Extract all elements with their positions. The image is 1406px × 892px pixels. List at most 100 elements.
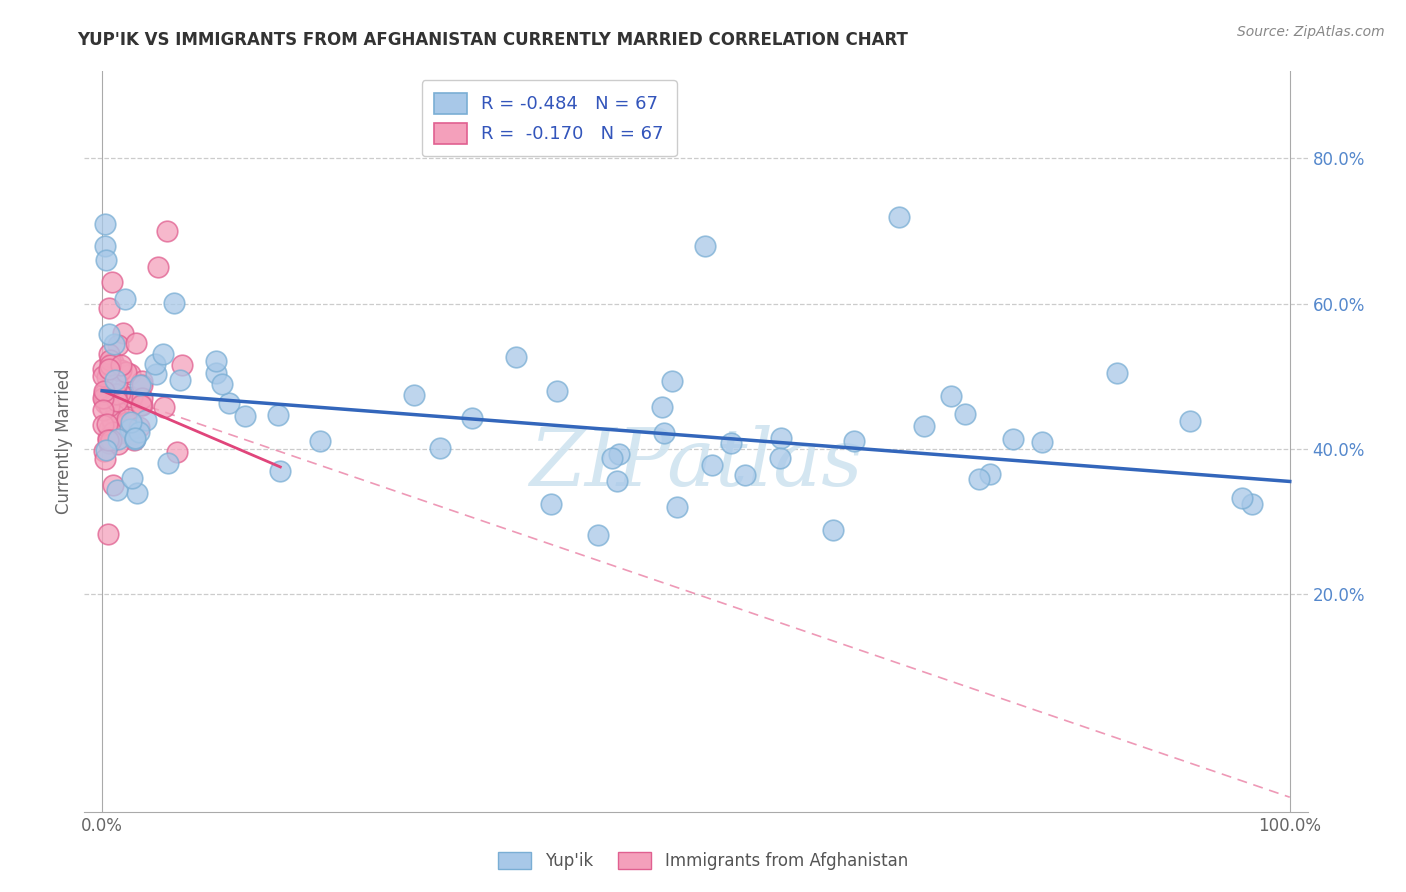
Point (152, 400, 174, 414)
Point (114, 292, 136, 306)
Point (96, 396, 118, 410)
Point (117, 390, 139, 404)
Point (94, 384, 117, 399)
Point (734, 468, 756, 483)
Point (170, 358, 193, 372)
Point (107, 403, 129, 417)
Point (100, 353, 122, 368)
Point (118, 367, 141, 381)
Point (205, 366, 228, 380)
Point (606, 474, 628, 488)
Point (1031, 435, 1053, 450)
Point (128, 425, 150, 440)
Point (308, 434, 330, 448)
Point (108, 364, 131, 378)
Point (145, 368, 167, 382)
Point (402, 388, 425, 402)
Point (429, 441, 451, 455)
Point (129, 378, 152, 392)
Point (131, 391, 153, 405)
Point (98, 359, 121, 373)
Point (105, 394, 128, 409)
Point (121, 426, 143, 441)
Point (233, 409, 256, 424)
Point (163, 295, 186, 310)
Point (111, 326, 134, 341)
Point (107, 388, 129, 402)
Text: ZIPatlas: ZIPatlas (529, 425, 863, 502)
Point (104, 373, 127, 387)
Point (91, 392, 114, 406)
Point (769, 450, 792, 465)
Point (131, 398, 153, 412)
Point (720, 436, 742, 450)
Point (98, 347, 121, 361)
Point (143, 357, 166, 371)
Point (94, 451, 117, 466)
Text: YUP'IK VS IMMIGRANTS FROM AFGHANISTAN CURRENTLY MARRIED CORRELATION CHART: YUP'IK VS IMMIGRANTS FROM AFGHANISTAN CU… (77, 31, 908, 49)
Point (546, 384, 568, 398)
Legend: R = -0.484   N = 67, R =  -0.170   N = 67: R = -0.484 N = 67, R = -0.170 N = 67 (422, 80, 676, 156)
Point (127, 486, 149, 500)
Point (156, 224, 179, 238)
Point (98, 301, 121, 315)
Point (122, 417, 145, 432)
Point (131, 374, 153, 388)
Point (118, 422, 141, 436)
Legend: Yup'ik, Immigrants from Afghanistan: Yup'ik, Immigrants from Afghanistan (492, 845, 914, 877)
Point (128, 420, 150, 434)
Point (131, 398, 153, 412)
Point (97, 326, 120, 341)
Point (939, 389, 962, 403)
Point (94, 396, 117, 410)
Point (110, 358, 132, 372)
Point (105, 483, 128, 497)
Point (120, 415, 142, 429)
Point (661, 374, 683, 388)
Point (101, 425, 124, 439)
Point (461, 410, 484, 425)
Point (586, 528, 609, 542)
Point (269, 465, 291, 479)
Point (93, 384, 115, 398)
Point (105, 387, 128, 401)
Point (770, 431, 793, 445)
Point (211, 377, 233, 392)
Point (101, 275, 124, 289)
Point (98, 361, 121, 376)
Point (97, 526, 120, 541)
Point (98, 436, 121, 450)
Point (91, 417, 114, 432)
Point (94, 238, 117, 252)
Point (700, 458, 723, 473)
Point (107, 437, 129, 451)
Point (97, 399, 120, 413)
Point (103, 355, 125, 369)
Point (114, 365, 136, 379)
Point (93, 392, 115, 406)
Point (107, 338, 129, 352)
Point (1002, 432, 1025, 446)
Point (96, 431, 118, 445)
Point (912, 419, 935, 434)
Point (91, 368, 114, 383)
Point (651, 400, 673, 414)
Point (124, 433, 146, 447)
Point (124, 335, 146, 350)
Point (1230, 491, 1253, 505)
Point (1178, 414, 1201, 428)
Point (115, 412, 138, 426)
Point (267, 408, 290, 422)
Y-axis label: Currently Married: Currently Married (55, 368, 73, 515)
Point (101, 413, 124, 427)
Point (93, 217, 115, 231)
Point (205, 354, 228, 368)
Point (100, 434, 122, 448)
Point (103, 337, 125, 351)
Point (131, 377, 153, 392)
Point (821, 523, 844, 537)
Point (108, 386, 131, 401)
Point (1105, 366, 1128, 380)
Point (121, 471, 143, 485)
Point (110, 363, 132, 377)
